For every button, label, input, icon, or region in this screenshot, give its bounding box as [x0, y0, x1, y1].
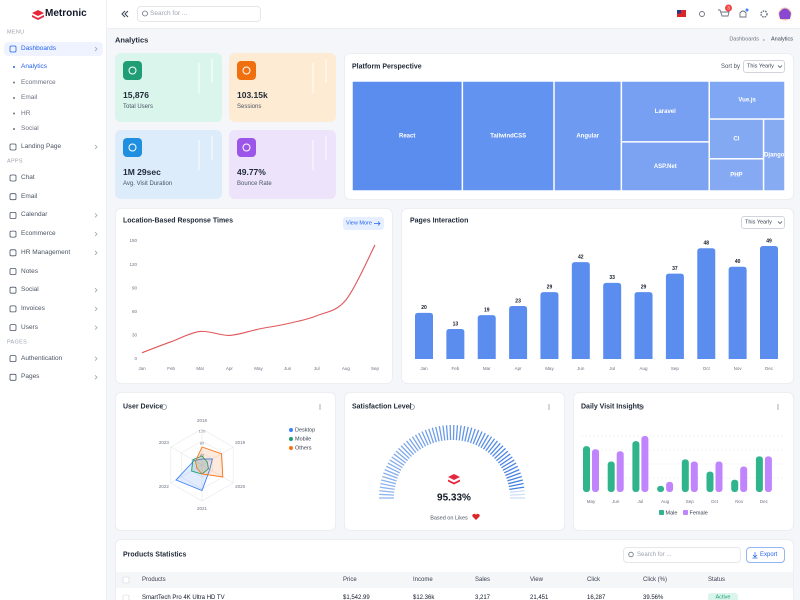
- submenu-item[interactable]: Ecommerce: [21, 78, 56, 86]
- response-card: [115, 208, 393, 384]
- card-title: Pages Interaction: [410, 217, 469, 225]
- stat-label: Total Users: [123, 104, 154, 110]
- export-button[interactable]: [746, 547, 785, 563]
- view-more-button[interactable]: [343, 217, 384, 230]
- column-header: Sales: [475, 577, 491, 583]
- logo-text: Metronic: [45, 8, 87, 19]
- menu-item[interactable]: Landing Page: [21, 142, 62, 150]
- stat-label: Sessions: [237, 104, 262, 110]
- table-search[interactable]: [623, 547, 741, 563]
- stat-label: Avg. Visit Duration: [123, 181, 173, 187]
- select[interactable]: [743, 60, 785, 73]
- button-label[interactable]: View More: [346, 219, 372, 226]
- menu-item[interactable]: Users: [21, 323, 38, 331]
- table-cell: 21,451: [530, 595, 549, 600]
- menu-item[interactable]: HR Management: [21, 248, 71, 256]
- card-title: Location-Based Response Times: [123, 217, 233, 225]
- table-cell: $12.36k: [413, 595, 435, 600]
- menu-item[interactable]: Calendar: [21, 211, 48, 219]
- submenu-item[interactable]: HR: [21, 109, 31, 117]
- select-value: This Yearly: [747, 62, 774, 69]
- satisfaction-card: [344, 392, 565, 531]
- page-title: Analytics: [115, 35, 149, 45]
- menu-item[interactable]: Pages: [21, 373, 40, 381]
- menu-item[interactable]: Dashboards: [21, 44, 57, 52]
- table-cell: $1,542.99: [343, 595, 370, 600]
- column-header: Status: [708, 577, 726, 583]
- table-header: [116, 572, 793, 588]
- breadcrumb-item[interactable]: Dashboards: [729, 36, 759, 43]
- search-placeholder: Search for ...: [150, 9, 188, 17]
- menu-item[interactable]: Email: [21, 192, 38, 200]
- table-cell: 3,217: [475, 595, 491, 600]
- stat-label: Bounce Rate: [237, 181, 272, 187]
- select[interactable]: [741, 216, 785, 229]
- stat-icon: [123, 61, 142, 80]
- column-header: Products: [142, 577, 166, 583]
- menu-item[interactable]: Social: [21, 285, 39, 293]
- card-title: Platform Perspective: [352, 63, 422, 71]
- submenu-item[interactable]: Social: [21, 124, 39, 132]
- card-title: Daily Visit Insights: [581, 403, 644, 411]
- menu-item[interactable]: Authentication: [21, 354, 63, 362]
- submenu-item[interactable]: Analytics: [21, 62, 48, 70]
- status-text: Active: [715, 594, 731, 600]
- menu-item[interactable]: Chat: [21, 173, 35, 181]
- stat-icon: [237, 138, 256, 157]
- stat-icon: [237, 61, 256, 80]
- breadcrumb-separator: [762, 38, 766, 42]
- column-header: Click: [587, 577, 600, 583]
- status-badge: [708, 593, 738, 600]
- stat-value: 49.77%: [237, 166, 266, 177]
- stat-value: 15,876: [123, 89, 149, 100]
- table-cell: SmartTech Pro 4K Ultra HD TV: [142, 595, 225, 600]
- sidebar: [0, 0, 107, 600]
- column-header: Income: [413, 577, 433, 583]
- sidebar-section-label: APPS: [7, 158, 23, 165]
- active-item-bg: [4, 42, 103, 56]
- stat-icon: [123, 138, 142, 157]
- device-card: [115, 392, 336, 531]
- table-cell: 16,287: [587, 595, 606, 600]
- table-cell: 39.56%: [643, 595, 664, 600]
- pages-card: [401, 208, 794, 384]
- menu-item[interactable]: Invoices: [21, 304, 45, 312]
- column-header: View: [530, 577, 543, 583]
- button-label[interactable]: Export: [760, 552, 778, 558]
- sidebar-section-label: PAGES: [7, 338, 28, 345]
- card-title: User Device: [123, 403, 164, 411]
- card-title: Satisfaction Level: [352, 403, 412, 411]
- card-title: Products Statistics: [123, 551, 187, 559]
- stat-value: 1M 29sec: [123, 166, 161, 177]
- search-box[interactable]: [137, 6, 261, 22]
- sort-label: Sort by: [720, 64, 740, 70]
- column-header: Click (%): [643, 577, 667, 583]
- select-value: This Yearly: [745, 218, 772, 225]
- search-placeholder: Search for ...: [637, 552, 672, 558]
- breadcrumb-current: Analytics: [770, 36, 793, 43]
- menu-item[interactable]: Notes: [21, 267, 38, 275]
- column-header: Price: [343, 577, 357, 583]
- submenu-item[interactable]: Email: [21, 93, 38, 101]
- sidebar-section-label: MENU: [7, 29, 25, 36]
- stat-value: 103.15k: [237, 89, 268, 100]
- menu-item[interactable]: Ecommerce: [21, 229, 56, 237]
- platform-card: [344, 53, 794, 200]
- visits-card: [573, 392, 794, 531]
